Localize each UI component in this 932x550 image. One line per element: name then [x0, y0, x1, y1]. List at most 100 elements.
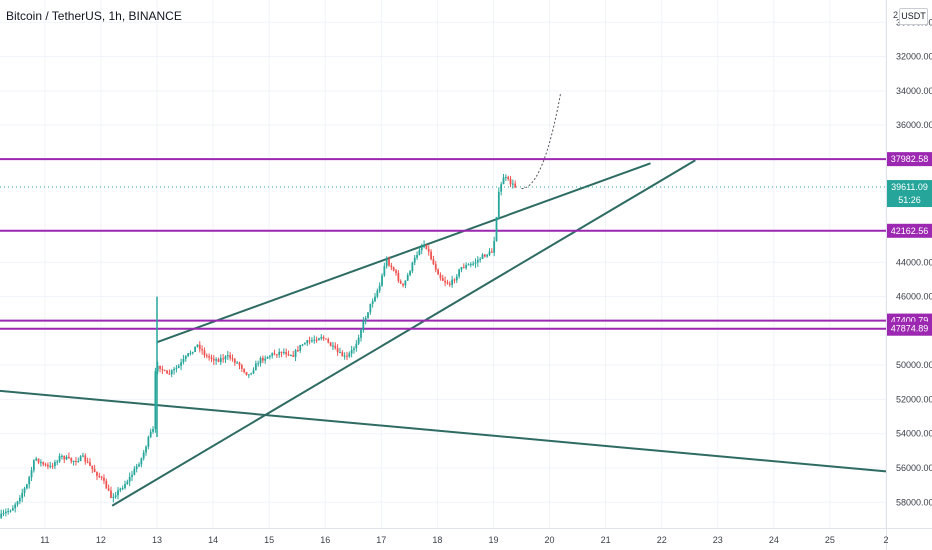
candle-body	[135, 466, 138, 469]
candle-body	[462, 267, 465, 269]
candle-body	[79, 456, 82, 461]
candle-body	[149, 431, 152, 437]
candle-body	[427, 249, 430, 252]
trendline-long-trend	[0, 389, 887, 473]
price-tick-label: 58000.00	[896, 497, 932, 507]
candle-body	[72, 460, 75, 462]
candle-body	[460, 267, 463, 270]
candle-body	[287, 354, 290, 356]
candle-body	[348, 353, 351, 357]
candle-body	[257, 363, 260, 365]
time-tick-label: 21	[601, 535, 611, 545]
currency-button[interactable]: USDT	[899, 8, 928, 25]
chart-grid	[0, 0, 887, 528]
candle-body	[453, 279, 456, 281]
candle-body	[54, 462, 56, 467]
candle-body	[511, 183, 514, 185]
candle-body	[360, 329, 362, 338]
candle-body	[318, 338, 320, 341]
candle-body	[325, 338, 327, 340]
time-tick-label: 25	[825, 535, 835, 545]
time-tick-label: 17	[376, 535, 386, 545]
candle-body	[483, 254, 486, 257]
candle-body	[198, 344, 201, 350]
time-axis[interactable]: 11 12 13 14 15 16 17 18 19 20 21 22 23 24 25 2	[0, 528, 932, 546]
price-tick-label: 56000.00	[896, 463, 932, 473]
candle-body	[119, 488, 122, 491]
candle-body	[14, 504, 17, 509]
candle-body	[86, 461, 89, 463]
candle-body	[145, 446, 147, 453]
price-axis[interactable]: 30000.0032000.0034000.0036000.0044000.00…	[886, 0, 932, 550]
candle-body	[187, 353, 189, 357]
candle-body	[201, 349, 204, 351]
candle-body	[329, 342, 332, 347]
candle-body	[82, 455, 84, 457]
candle-body	[222, 358, 225, 360]
candle-body	[504, 176, 507, 178]
candle-body	[362, 320, 365, 330]
candle-body	[112, 496, 115, 498]
candle-body	[184, 356, 187, 360]
candle-body	[154, 371, 157, 430]
candle-body	[413, 257, 416, 263]
time-tick-label: 19	[488, 535, 498, 545]
candle-body	[11, 508, 14, 511]
candle-body	[430, 251, 432, 260]
candle-body	[441, 277, 444, 281]
candle-body	[142, 452, 145, 459]
candle-body	[406, 274, 409, 281]
bar-countdown-label: 51:26	[898, 195, 921, 205]
candle-body	[9, 510, 12, 512]
trendlines	[0, 92, 887, 507]
price-tick-label: 44000.00	[896, 257, 932, 267]
candle-body	[334, 345, 337, 349]
trendline-channel-lower	[111, 159, 696, 507]
candle-body	[476, 259, 479, 263]
price-tick-label-partial: 2	[893, 10, 898, 20]
candle-body	[500, 184, 503, 192]
candle-body	[488, 251, 491, 255]
candle-body	[343, 355, 346, 357]
candle-body	[25, 484, 28, 489]
candle-body	[397, 272, 400, 282]
candle-body	[236, 362, 239, 364]
candle-body	[182, 359, 185, 363]
candle-body	[327, 339, 330, 343]
candle-body	[355, 343, 358, 349]
candle-body	[250, 373, 253, 375]
candle-body	[465, 265, 468, 268]
candle-body	[294, 350, 297, 357]
candle-body	[229, 355, 232, 359]
candle-body	[243, 368, 246, 372]
candle-body	[313, 339, 316, 341]
candle-body	[469, 263, 472, 265]
price-level-badge	[887, 321, 932, 336]
candle-body	[392, 267, 395, 271]
candle-body	[63, 455, 66, 460]
candle-body	[0, 513, 3, 518]
candle-body	[353, 348, 355, 350]
candle-body	[215, 359, 218, 361]
candle-body	[315, 339, 318, 341]
candle-body	[439, 274, 442, 278]
candle-body	[385, 259, 388, 267]
candle-body	[189, 352, 192, 354]
candle-body	[100, 476, 103, 478]
candle-body	[30, 470, 33, 478]
time-tick-label: 11	[40, 535, 49, 545]
candle-body	[381, 275, 383, 286]
candle-body	[98, 475, 101, 477]
candle-body	[390, 265, 393, 268]
candle-body	[70, 457, 73, 462]
candle-body	[474, 262, 477, 264]
candle-body	[376, 290, 379, 297]
candle-body	[254, 363, 257, 371]
candle-body	[28, 477, 31, 485]
time-tick-label: 24	[769, 535, 779, 545]
candle-body	[23, 488, 26, 493]
candle-body	[191, 352, 194, 354]
trendline-channel-upper	[156, 162, 651, 344]
candle-body	[448, 283, 451, 285]
